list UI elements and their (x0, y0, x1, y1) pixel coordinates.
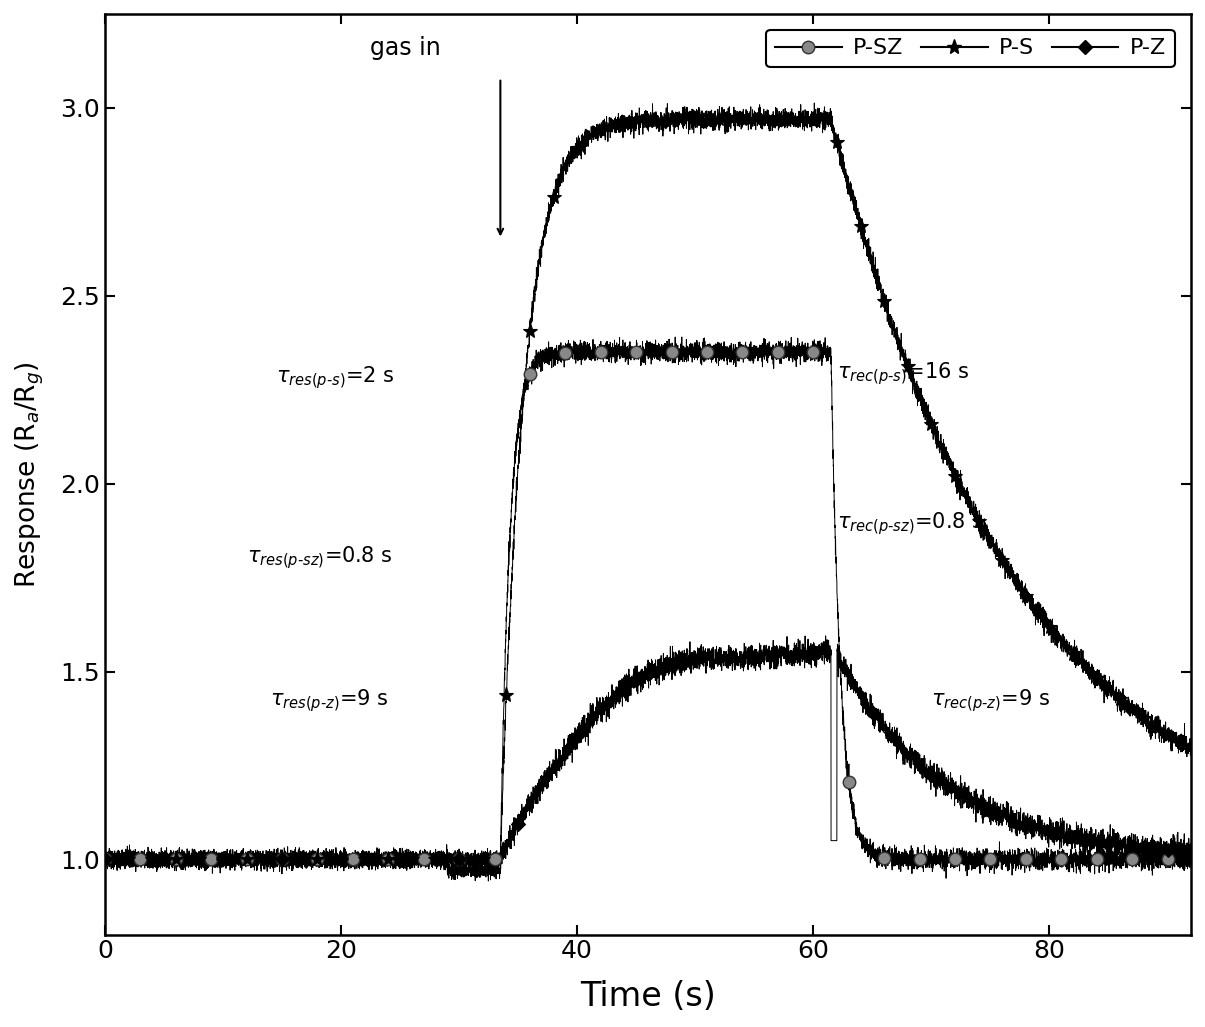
Text: $\tau_{rec(p\text{-}z)}$=9 s: $\tau_{rec(p\text{-}z)}$=9 s (931, 687, 1051, 714)
Text: $\tau_{rec(p\text{-}sz)}$=0.8 s: $\tau_{rec(p\text{-}sz)}$=0.8 s (837, 510, 983, 537)
Legend: P-SZ, P-S, P-Z: P-SZ, P-S, P-Z (766, 30, 1175, 68)
Text: $\tau_{rec(p\text{-}s)}$=16 s: $\tau_{rec(p\text{-}s)}$=16 s (837, 360, 969, 387)
Y-axis label: Response (R$_a$/R$_g$): Response (R$_a$/R$_g$) (14, 360, 46, 587)
X-axis label: Time (s): Time (s) (580, 980, 716, 1013)
Text: $\tau_{res(p\text{-}s)}$=2 s: $\tau_{res(p\text{-}s)}$=2 s (276, 364, 395, 390)
Text: $\tau_{res(p\text{-}sz)}$=0.8 s: $\tau_{res(p\text{-}sz)}$=0.8 s (247, 544, 392, 571)
Text: gas in: gas in (370, 36, 441, 61)
Text: $\tau_{res(p\text{-}z)}$=9 s: $\tau_{res(p\text{-}z)}$=9 s (270, 687, 389, 714)
